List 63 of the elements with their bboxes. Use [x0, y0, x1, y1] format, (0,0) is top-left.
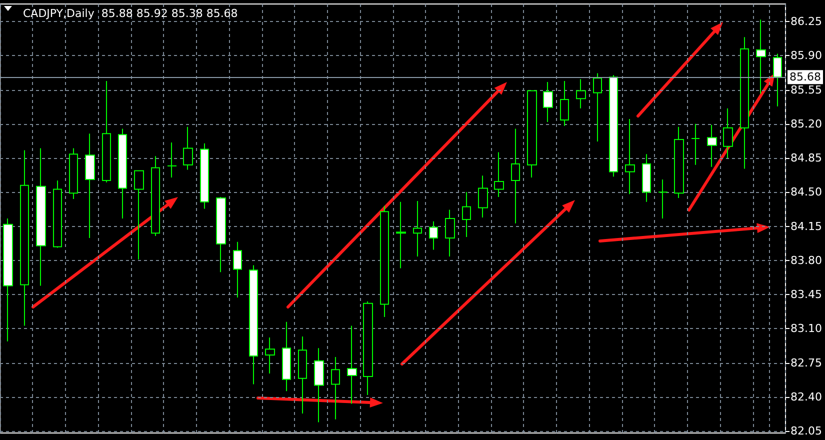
- y-tick-label: 85.90: [790, 49, 822, 62]
- candlestick: [625, 118, 635, 195]
- candlestick: [347, 325, 357, 404]
- candlestick: [462, 192, 471, 238]
- candlestick: [756, 19, 766, 94]
- y-tick-label: 83.80: [790, 254, 822, 267]
- candlestick: [200, 142, 209, 210]
- candlestick: [593, 72, 602, 142]
- candlestick: [36, 148, 46, 286]
- candlestick: [773, 53, 782, 107]
- candlestick: [691, 123, 700, 166]
- candlestick: [331, 356, 340, 420]
- candlestick: [102, 80, 111, 183]
- candlestick: [609, 74, 618, 178]
- candlestick: [282, 321, 291, 392]
- candlestick: [478, 175, 488, 218]
- candlestick: [265, 336, 275, 374]
- candlestick: [20, 150, 29, 326]
- candlestick: [183, 126, 193, 170]
- ref-line-label: 85.68: [790, 70, 822, 84]
- y-tick-label: 82.75: [790, 356, 822, 370]
- candlestick: [658, 179, 668, 219]
- candlestick: [740, 36, 749, 170]
- candlestick: [380, 205, 389, 318]
- y-tick-label: 82.40: [790, 390, 822, 404]
- candlestick: [3, 218, 13, 342]
- y-tick-label: 83.45: [790, 288, 822, 302]
- candlestick: [69, 148, 78, 200]
- candlestick: [527, 90, 537, 178]
- candlestick: [723, 108, 733, 159]
- candlestick: [642, 154, 651, 202]
- candlestick: [576, 78, 586, 109]
- candlestick: [216, 196, 226, 273]
- candlestick: [413, 200, 422, 258]
- y-tick-label: 84.50: [790, 186, 822, 199]
- candlestick: [167, 142, 177, 178]
- y-tick-label: 85.55: [790, 83, 822, 96]
- candlestick: [445, 209, 455, 258]
- chart-title: CADJPY,Daily 85.88 85.92 85.38 85.68: [23, 7, 238, 20]
- candlestick: [298, 336, 307, 414]
- candlestick: [429, 220, 438, 250]
- y-tick-label: 84.15: [790, 220, 822, 233]
- candlestick: [118, 128, 127, 219]
- candlestick: [363, 300, 373, 396]
- candlestick: [53, 180, 62, 248]
- candlestick: [85, 133, 95, 238]
- y-tick-label: 86.25: [790, 15, 822, 28]
- candlestick: [396, 201, 406, 269]
- y-tick-label: 84.85: [790, 152, 822, 165]
- candlestick: [134, 170, 144, 260]
- y-tick-label: 83.10: [790, 322, 822, 336]
- y-tick-label: 82.05: [790, 424, 822, 438]
- candlestick: [151, 156, 160, 237]
- candlestick: [543, 82, 553, 122]
- candlestick: [560, 80, 569, 126]
- candlestick: [511, 128, 520, 224]
- candlestick: [314, 348, 324, 423]
- candlestick: [674, 126, 684, 199]
- y-tick-label: 85.20: [790, 117, 822, 130]
- candlestick: [249, 264, 258, 385]
- candlestick: [494, 152, 504, 198]
- candlestick: [233, 241, 242, 298]
- candlestick: [707, 124, 717, 168]
